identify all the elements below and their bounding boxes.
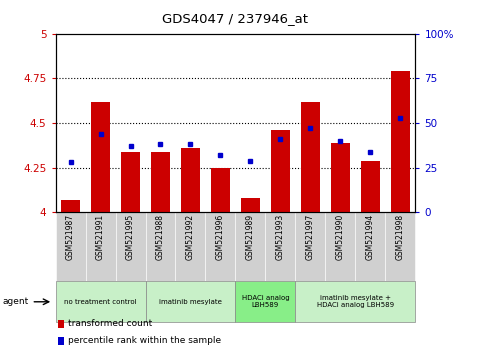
Bar	[241, 198, 260, 212]
Bar	[151, 152, 170, 212]
Text: agent: agent	[2, 297, 28, 306]
Bar	[301, 102, 320, 212]
Bar	[361, 161, 380, 212]
Text: imatinib mesylate +
HDACi analog LBH589: imatinib mesylate + HDACi analog LBH589	[317, 295, 394, 308]
Text: transformed count: transformed count	[68, 319, 152, 329]
Text: GDS4047 / 237946_at: GDS4047 / 237946_at	[162, 12, 309, 25]
Text: no treatment control: no treatment control	[64, 299, 137, 305]
Bar	[270, 130, 290, 212]
Text: HDACi analog
LBH589: HDACi analog LBH589	[242, 295, 289, 308]
Bar	[91, 102, 110, 212]
Text: imatinib mesylate: imatinib mesylate	[159, 299, 222, 305]
Bar	[391, 71, 410, 212]
Bar	[211, 168, 230, 212]
Bar	[61, 200, 80, 212]
Bar	[181, 148, 200, 212]
Bar	[331, 143, 350, 212]
Text: percentile rank within the sample: percentile rank within the sample	[68, 336, 221, 346]
Bar	[121, 152, 140, 212]
